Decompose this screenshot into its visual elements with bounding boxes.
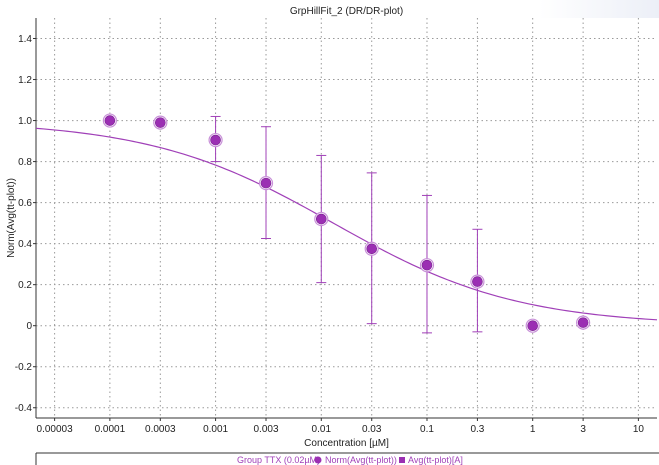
legend-entry-label: Norm(Avg(tt-plot))	[325, 455, 397, 465]
data-point	[577, 317, 589, 328]
y-tick-label: 0	[26, 321, 32, 332]
x-tick-label: 0.0001	[95, 424, 126, 435]
y-tick-label: 0.8	[18, 157, 32, 168]
x-tick-label: 0.00003	[37, 424, 74, 435]
label-layer: 1.4 1.2 1.0 0.8 0.6 0.4 0.2 0 -0.2 -0.4 0.00003 0.0…	[6, 6, 644, 449]
x-tick-label: 0.001	[203, 424, 228, 435]
data-point	[210, 134, 221, 146]
hill-fit-curve	[35, 127, 658, 321]
legend-group-label: Group TTX (0.02µM)	[237, 455, 320, 465]
plot-area	[36, 18, 657, 418]
legend-square-marker	[399, 457, 405, 463]
y-tick-label: 1.2	[18, 75, 32, 86]
axis-layer	[33, 18, 657, 421]
y-tick-label: 0.6	[18, 198, 32, 209]
y-tick-label: 0.4	[18, 239, 32, 250]
data-point	[104, 115, 116, 126]
data-point	[155, 117, 166, 128]
x-tick-label: 0.01	[312, 424, 332, 435]
y-tick-label: -0.4	[15, 403, 33, 414]
x-tick-label: 0.03	[362, 424, 382, 435]
legend-entry-label: Avg(tt-plot)[A]	[408, 455, 463, 465]
legend-circle-marker	[314, 456, 322, 464]
data-point	[421, 259, 433, 271]
data-point-layer	[102, 113, 591, 333]
data-point	[260, 177, 272, 189]
x-tick-label: 0.3	[470, 424, 484, 435]
x-tick-label: 1	[530, 424, 536, 435]
x-tick-label: 0.0003	[145, 424, 176, 435]
y-tick-label: 0.2	[18, 280, 32, 291]
x-tick-label: 0.1	[420, 424, 434, 435]
data-point	[527, 320, 538, 331]
x-tick-label: 10	[633, 424, 645, 435]
y-tick-label: 1.4	[18, 34, 32, 45]
legend: Group TTX (0.02µM) Norm(Avg(tt-plot)) Avg(…	[35, 452, 659, 465]
grid-layer	[36, 18, 657, 418]
y-tick-label: 1.0	[18, 116, 32, 127]
data-point	[472, 276, 483, 287]
fit-curve-layer	[35, 127, 658, 321]
y-axis-title: Norm(Avg(tt-plot))	[6, 178, 17, 258]
window-edge-shade	[539, 0, 659, 18]
y-tick-label: -0.2	[15, 362, 33, 373]
data-point	[315, 213, 327, 225]
x-tick-label: 3	[580, 424, 586, 435]
x-axis-title: Concentration [µM]	[304, 438, 389, 449]
x-tick-label: 0.003	[253, 424, 278, 435]
chart-title: GrpHillFit_2 (DR/DR-plot)	[290, 6, 403, 17]
data-point	[366, 243, 378, 255]
